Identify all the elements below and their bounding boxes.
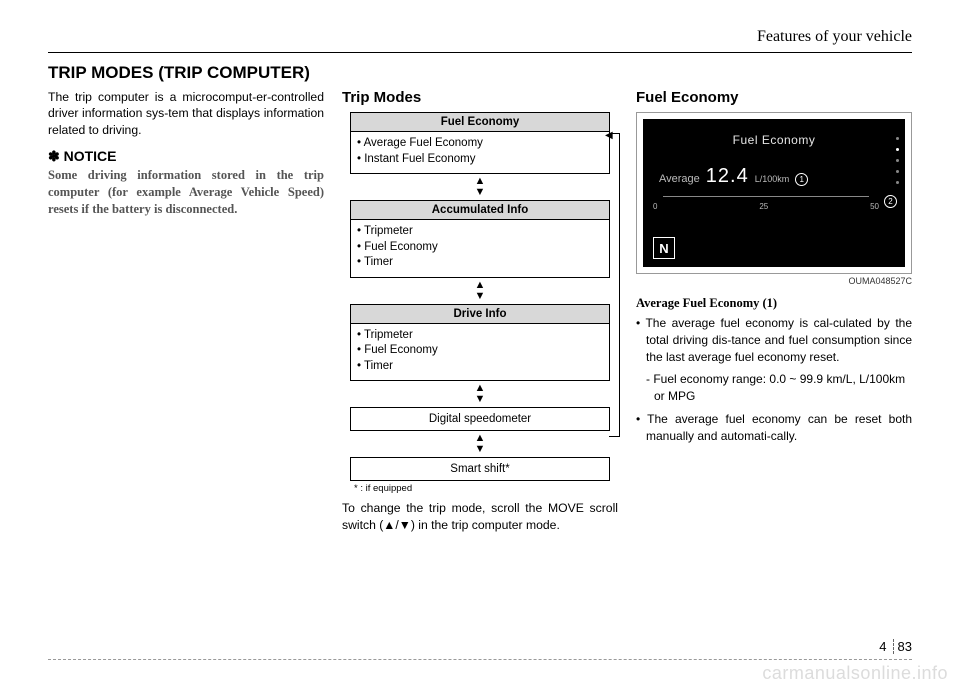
mode-box-drive-info: Drive Info • Tripmeter • Fuel Economy • … (350, 304, 610, 382)
watermark: carmanualsonline.info (762, 663, 948, 684)
display-value: 12.4 (706, 165, 749, 188)
fuel-heading: Fuel Economy (636, 89, 912, 106)
bullet-text: • The average fuel economy can be reset … (636, 411, 912, 445)
image-code: OUMA048527C (636, 276, 912, 286)
mode-item: • Tripmeter (357, 328, 603, 344)
tick: 0 (653, 202, 657, 211)
chapter-number: 4 (879, 639, 893, 654)
mode-item: • Average Fuel Economy (357, 136, 603, 152)
updown-arrow-icon: ▲▼ (342, 280, 618, 302)
display-ticks: 0 25 50 (653, 202, 895, 211)
mode-single-label: Smart shift* (351, 458, 609, 480)
updown-arrow-icon: ▲▼ (342, 176, 618, 198)
mode-head: Accumulated Info (351, 201, 609, 220)
tripmodes-instruction: To change the trip mode, scroll the MOVE… (342, 500, 618, 533)
mode-single-label: Digital speedometer (351, 408, 609, 430)
mode-item: • Timer (357, 255, 603, 271)
lcd-display: Fuel Economy Average 12.4 L/100km 1 0 25… (643, 119, 905, 267)
tick: 50 (870, 202, 879, 211)
intro-text: The trip computer is a microcomput-er-co… (48, 89, 324, 138)
callout-1-icon: 1 (795, 173, 808, 186)
subbullet-text: - Fuel economy range: 0.0 ~ 99.9 km/L, L… (636, 371, 912, 405)
feedback-line: ◀ (610, 133, 620, 437)
tick: 25 (759, 202, 768, 211)
mode-box-fuel-economy: Fuel Economy • Average Fuel Economy • In… (350, 112, 610, 174)
notice-text: Some driving information stored in the t… (48, 167, 324, 218)
footnote: * : if equipped (354, 483, 610, 494)
mode-item: • Tripmeter (357, 224, 603, 240)
display-bar (663, 192, 885, 202)
notice-heading: ✽ NOTICE (48, 148, 324, 165)
mode-box-smart-shift: Smart shift* (350, 457, 610, 481)
column-left: The trip computer is a microcomput-er-co… (48, 89, 324, 533)
updown-arrow-icon: ▲▼ (342, 383, 618, 405)
paragraph-title: Average Fuel Economy (1) (636, 296, 912, 311)
footer-dashline (48, 659, 912, 660)
page-num: 83 (898, 639, 912, 654)
callout-2-icon: 2 (884, 195, 897, 208)
mode-box-digital-speedo: Digital speedometer (350, 407, 610, 431)
mode-item: • Timer (357, 359, 603, 375)
page-dots-icon (896, 137, 899, 184)
chapter-title: Features of your vehicle (48, 28, 912, 52)
mode-box-accumulated: Accumulated Info • Tripmeter • Fuel Econ… (350, 200, 610, 278)
mode-head: Drive Info (351, 305, 609, 324)
gear-indicator: N (653, 237, 675, 259)
mode-item: • Fuel Economy (357, 240, 603, 256)
mode-head: Fuel Economy (351, 113, 609, 132)
display-figure: Fuel Economy Average 12.4 L/100km 1 0 25… (636, 112, 912, 274)
mode-item: • Fuel Economy (357, 343, 603, 359)
display-title: Fuel Economy (653, 133, 895, 147)
page-number: 4 83 (879, 639, 912, 654)
column-middle: Trip Modes Fuel Economy • Average Fuel E… (342, 89, 618, 533)
section-title: TRIP MODES (TRIP COMPUTER) (48, 63, 912, 83)
header-rule (48, 52, 912, 53)
updown-arrow-icon: ▲▼ (342, 433, 618, 455)
mode-item: • Instant Fuel Economy (357, 152, 603, 168)
display-label: Average (659, 173, 700, 185)
display-unit: L/100km (755, 174, 790, 184)
left-arrow-icon: ◀ (605, 130, 613, 141)
column-right: Fuel Economy Fuel Economy Average 12.4 L… (636, 89, 912, 533)
bullet-text: • The average fuel economy is cal-culate… (636, 315, 912, 365)
tripmodes-heading: Trip Modes (342, 89, 618, 106)
